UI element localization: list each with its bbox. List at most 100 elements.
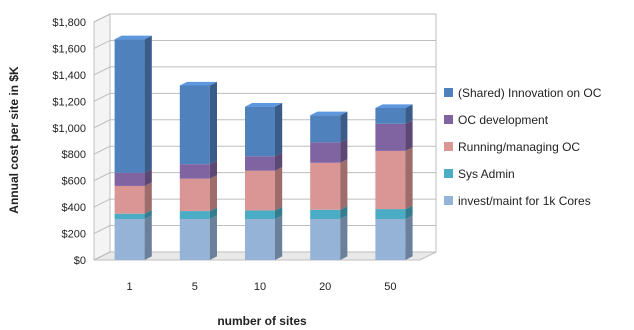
bar-side — [405, 104, 413, 124]
bar-front — [245, 210, 275, 220]
bar-segment — [375, 215, 413, 260]
bars-layer — [114, 35, 413, 260]
bar-top — [245, 103, 283, 107]
legend-item: Running/managing OC — [444, 140, 580, 154]
bar-segment — [310, 111, 348, 143]
bar-top — [310, 111, 348, 116]
bar-segment — [114, 210, 152, 220]
bar-segment — [245, 215, 283, 260]
bar-segment — [310, 206, 348, 220]
bar-front — [310, 142, 341, 163]
bar-segment — [310, 138, 348, 163]
y-tick-label: $800 — [62, 149, 86, 161]
bar-side — [405, 215, 413, 260]
bar-front — [245, 156, 275, 171]
bar-front — [179, 178, 210, 212]
legend-swatch — [444, 142, 453, 151]
x-tick-label: 10 — [254, 281, 266, 293]
legend-label: OC development — [458, 113, 549, 127]
bar-side — [144, 169, 152, 186]
legend-label: (Shared) Innovation on OC — [458, 86, 602, 100]
bar-side — [275, 206, 283, 220]
bar-segment — [375, 205, 413, 220]
bar-segment — [114, 182, 152, 214]
gridline — [93, 92, 436, 102]
bar-segment — [114, 35, 152, 173]
bar-segment — [114, 215, 152, 260]
bar-side — [209, 160, 217, 179]
y-tick-label: $1,200 — [52, 96, 86, 108]
bar-front — [310, 209, 341, 220]
bar-front — [375, 219, 406, 260]
bar-side — [144, 182, 152, 214]
bar-front — [375, 150, 406, 210]
bar-segment — [245, 103, 283, 157]
bar-segment — [375, 120, 413, 151]
bar-segment — [310, 215, 348, 260]
bar-front — [179, 85, 210, 165]
legend-swatch — [444, 169, 453, 178]
bar-side — [209, 175, 217, 212]
bar-front — [310, 162, 341, 210]
bar-front — [245, 170, 275, 211]
bar-segment — [375, 147, 413, 210]
x-tick-label: 50 — [384, 281, 396, 293]
bar-side — [340, 159, 348, 210]
x-axis-title: number of sites — [217, 314, 307, 328]
bar-front — [179, 211, 210, 220]
x-tick-label: 5 — [192, 281, 198, 293]
legend-item: OC development — [444, 113, 549, 127]
bar-segment — [310, 159, 348, 210]
bar-segment — [179, 215, 217, 260]
legend-swatch — [444, 115, 453, 124]
bar-segment — [179, 81, 217, 165]
y-tick-label: $1,400 — [52, 70, 86, 82]
bar-front — [114, 172, 145, 186]
bar-side — [275, 215, 283, 260]
bar-side — [275, 152, 283, 171]
bar-top — [179, 81, 217, 86]
y-tick-label: $1,000 — [52, 123, 86, 135]
bar-side — [209, 207, 217, 220]
bar-side — [209, 81, 217, 165]
bar-front — [375, 107, 406, 124]
side-wall — [93, 13, 111, 261]
bar-front — [179, 164, 210, 179]
legend-label: Sys Admin — [458, 167, 515, 181]
legend-item: Sys Admin — [444, 167, 515, 181]
legend-item: invest/maint for 1k Cores — [444, 194, 591, 208]
y-tick-label: $1,800 — [52, 17, 86, 29]
bar-segment — [245, 152, 283, 171]
x-tick-label: 1 — [127, 281, 133, 293]
bar-top — [375, 104, 413, 108]
bar-side — [405, 205, 413, 220]
gridline — [93, 66, 436, 76]
y-axis-title: Annual cost per site in $K — [7, 66, 21, 214]
y-tick-label: $600 — [62, 176, 86, 188]
gridline — [93, 39, 436, 49]
bar-segment — [245, 167, 283, 211]
bar-front — [310, 115, 341, 143]
bar-side — [275, 167, 283, 211]
legend-label: invest/maint for 1k Cores — [458, 194, 591, 208]
bar-front — [114, 185, 145, 214]
bar-side — [340, 215, 348, 260]
bar-segment — [245, 206, 283, 220]
bar-front — [375, 209, 406, 220]
y-tick-label: $1,600 — [52, 43, 86, 55]
bar-front — [310, 219, 341, 260]
x-tick-label: 20 — [319, 281, 331, 293]
bar-side — [275, 103, 283, 157]
legend-label: Running/managing OC — [458, 140, 580, 154]
bar-front — [245, 106, 275, 157]
legend: (Shared) Innovation on OC OC development R… — [444, 86, 602, 208]
bar-front — [114, 213, 145, 220]
bar-side — [340, 206, 348, 220]
bar-front — [179, 219, 210, 260]
bar-front — [375, 123, 406, 151]
bar-side — [144, 35, 152, 173]
bar-side — [340, 138, 348, 163]
y-tick-label: $400 — [62, 202, 86, 214]
